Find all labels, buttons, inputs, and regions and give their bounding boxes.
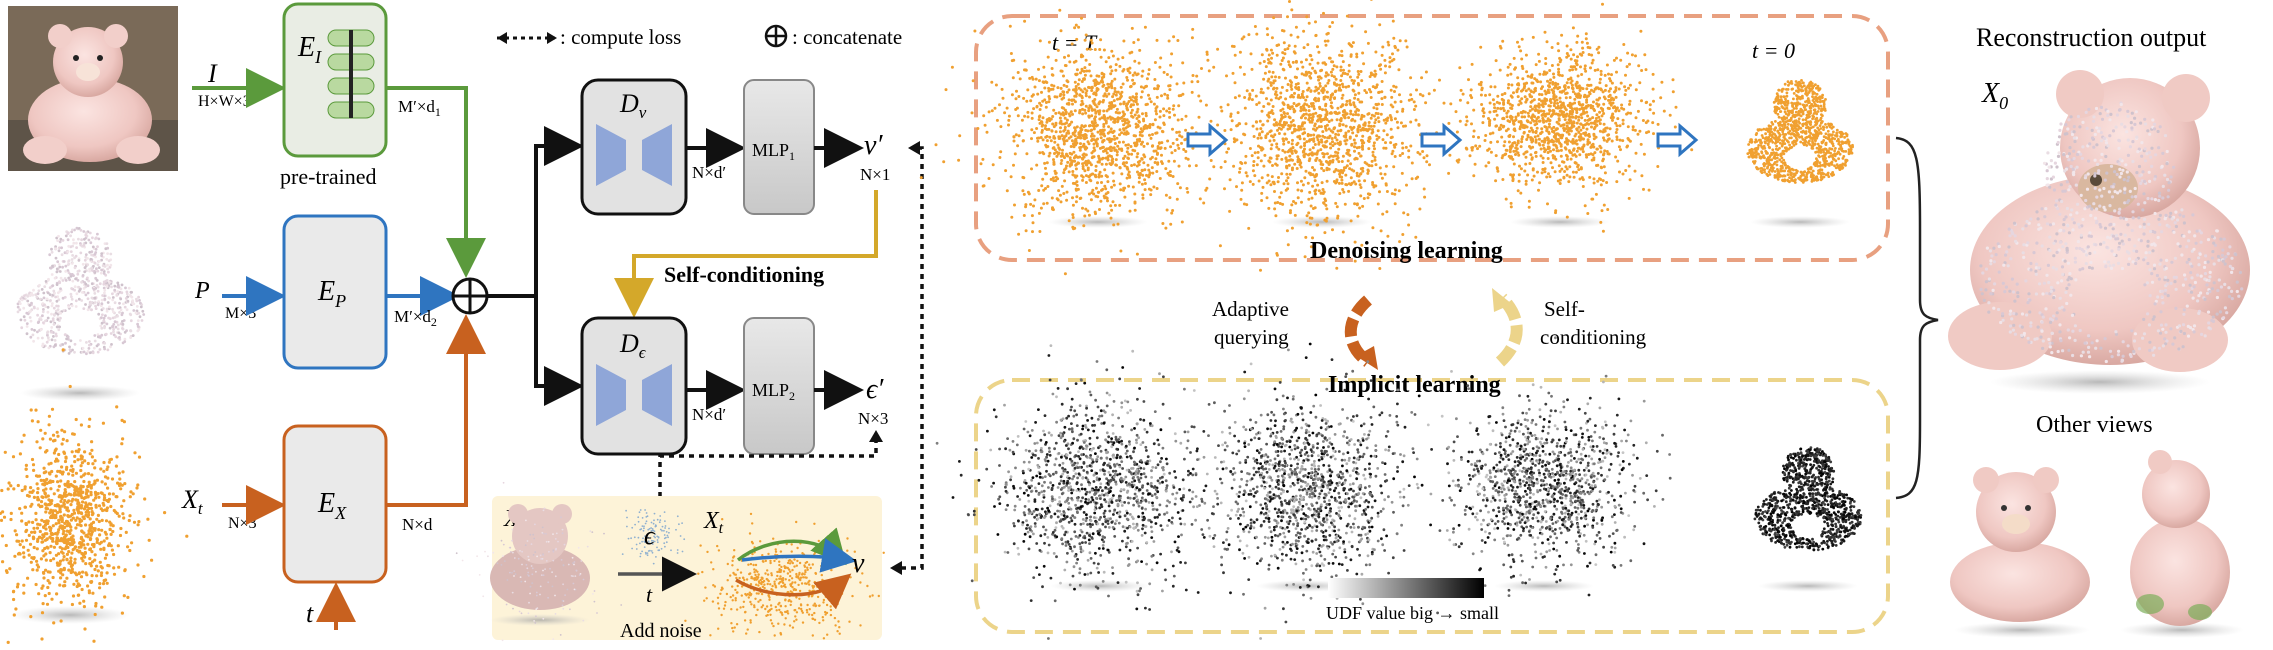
denoising-cloud [1428,0,1694,233]
denoising-title: Denoising learning [1310,238,1503,264]
cycle-arrows [1351,288,1517,370]
sparse-point-cloud-thumbnail [17,227,146,401]
noisy-encoder-block: EX [284,426,386,582]
noisy-feature-line [386,322,466,505]
input-noisy-symbol: Xt [181,485,204,518]
legend-concatenate: : concatenate [766,25,902,49]
reconstruction-teddy [1948,70,2250,394]
self-conditioning-label: Self-conditioning [664,262,824,287]
points-feature-shape: M′×d2 [394,307,437,329]
eps-decoder-out-shape: N×d′ [692,405,726,424]
v-loss-dashed-line [900,148,922,568]
step-arrow-icon [1188,126,1226,154]
add-noise-t-label: t [646,582,653,607]
input-time-symbol: t [306,599,314,628]
cloud-shadow [1050,580,1150,592]
input-image-symbol: I [207,59,218,88]
cycle-right-line1: Self- [1544,297,1585,321]
other-view-front [1950,467,2090,638]
cloud-shadow [1272,216,1372,228]
udf-caption: UDF value big → small [1326,603,1499,623]
concat-to-eps-decoder-arrow [536,296,576,386]
points-encoder-block: EP [284,216,386,368]
step-arrow-icon [1422,126,1460,154]
other-view-side [2120,450,2244,638]
implicit-title: Implicit learning [1328,372,1501,398]
concatenate-node [453,279,487,313]
output-title: Reconstruction output [1976,23,2207,52]
input-points-symbol: P [194,278,210,304]
legend-compute-loss: : compute loss [497,25,681,49]
right-brace [1896,138,1938,498]
output-x0-label: X0 [1981,78,2008,113]
concat-to-v-decoder-arrow [487,146,576,296]
teddy-photo [8,6,178,171]
legend-concatenate-label: : concatenate [792,25,902,49]
mlp1-block: MLP1 [744,80,814,214]
mlp1-label: MLP1 [752,140,795,163]
add-noise-panel: X ϵ t Xt ν Add noise [456,482,885,642]
image-encoder-block: EI [284,4,386,156]
input-noisy-shape: N×3 [228,515,257,532]
v-output-shape: N×1 [860,165,890,184]
add-noise-eps-label: ϵ [644,521,656,550]
mlp2-label: MLP2 [752,380,795,403]
v-output-label: ν′ [864,130,883,161]
cloud-shadow [1048,216,1148,228]
mlp2-block: MLP2 [744,318,814,454]
implicit-cloud [1754,446,1863,551]
other-views-label: Other views [2036,412,2153,438]
add-noise-v-label: ν [852,548,865,579]
image-feature-shape: M′×d1 [398,97,441,119]
denoising-t-end: t = 0 [1752,38,1795,63]
cycle-left-line1: Adaptive [1212,297,1289,321]
udf-colorbar [1328,578,1484,598]
v-decoder-out-shape: N×d′ [692,163,726,182]
eps-output-shape: N×3 [858,409,888,428]
denoising-cloud [1746,79,1854,184]
v-decoder-block: Dν [582,80,686,214]
cloud-shadow [1510,216,1610,228]
eps-output-label: ϵ′ [866,374,884,405]
noisy-feature-shape: N×d [402,515,433,534]
legend-compute-loss-label: : compute loss [560,25,681,49]
add-noise-caption: Add noise [620,620,702,642]
cloud-shadow [1758,580,1858,592]
image-encoder-note: pre-trained [280,164,377,189]
input-points-shape: M×3 [225,305,256,322]
cycle-left-line2: querying [1214,325,1289,349]
cloud-shadow [1750,216,1850,228]
eps-decoder-block: Dϵ [582,318,686,454]
input-image-shape: H×W×3 [198,93,251,110]
